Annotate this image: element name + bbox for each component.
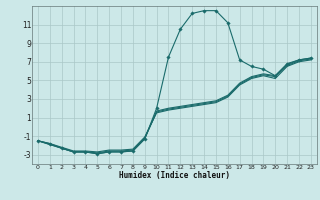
X-axis label: Humidex (Indice chaleur): Humidex (Indice chaleur): [119, 171, 230, 180]
